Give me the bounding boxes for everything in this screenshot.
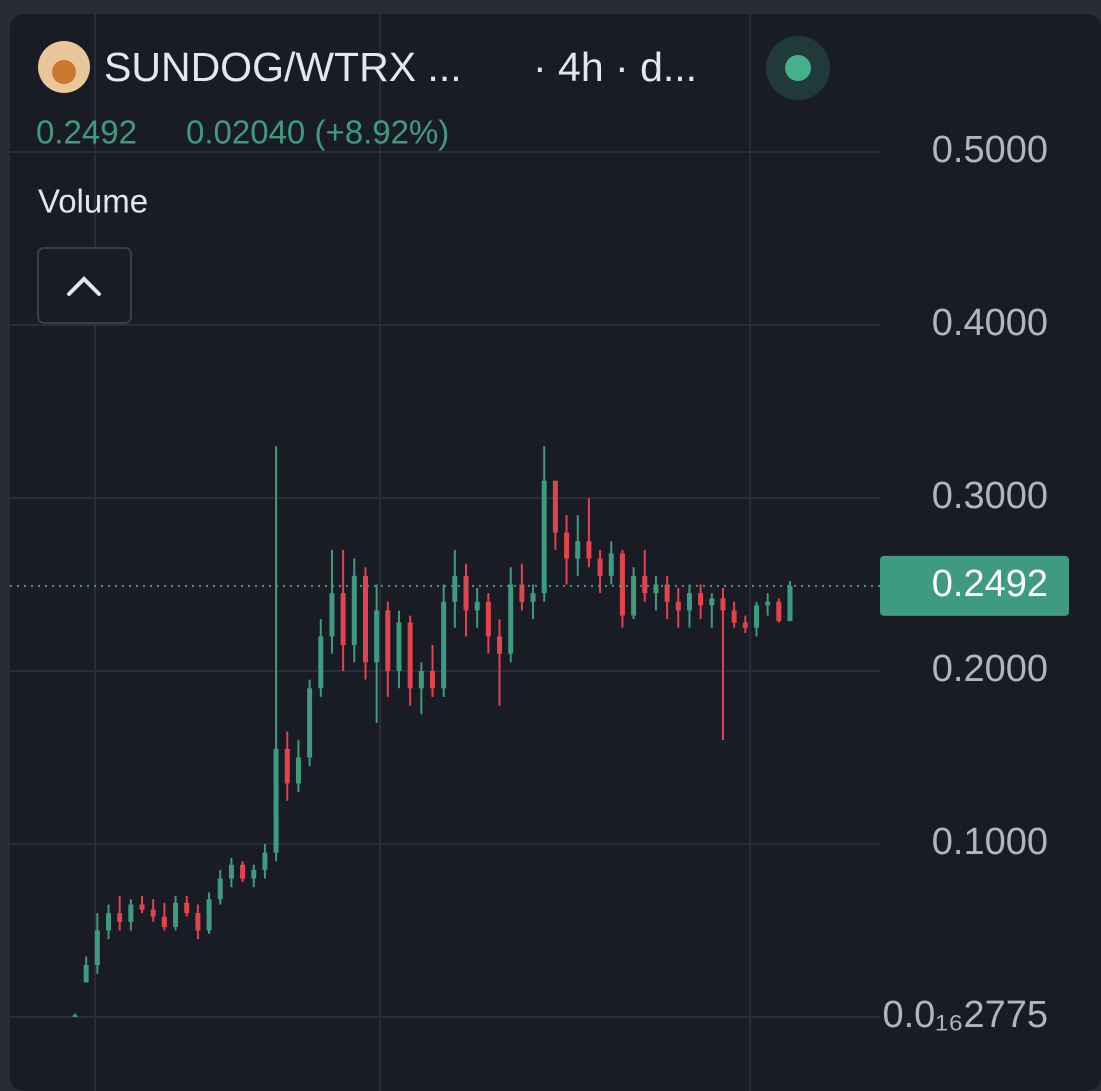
candle-body: [217, 878, 223, 900]
candle-body: [686, 593, 692, 611]
candle-body: [508, 584, 514, 654]
candle-body: [787, 585, 793, 622]
candle-body: [765, 601, 771, 606]
candle-body: [575, 541, 581, 559]
candle-body: [351, 575, 357, 646]
candle-body: [385, 610, 391, 671]
candle-body: [485, 601, 491, 637]
candle-body: [619, 553, 625, 616]
interval: · 4h · d...: [533, 44, 697, 90]
candle-body: [776, 601, 782, 622]
candle-body: [731, 610, 737, 623]
y-tick-label: 0.4000: [932, 302, 1048, 344]
candle-body: [273, 748, 279, 853]
candle-body: [608, 553, 614, 576]
candle-body: [720, 598, 726, 611]
candle-body: [228, 864, 234, 879]
token-icon-face: [52, 60, 76, 84]
candle-body: [94, 930, 100, 966]
candle-body: [742, 622, 748, 628]
candle-body: [418, 670, 424, 689]
candle-body: [161, 916, 167, 928]
candle-body: [519, 584, 525, 602]
candle-body: [564, 532, 570, 559]
candle-body: [497, 636, 503, 654]
candle-body: [206, 899, 212, 931]
header-price: 0.2492: [36, 114, 137, 151]
candle-body: [374, 610, 380, 663]
last-price-tag: [880, 555, 1069, 616]
candle-body: [173, 902, 179, 928]
candle-body: [251, 869, 257, 879]
candle-body: [284, 748, 290, 784]
candle-body: [340, 593, 346, 646]
candle-body: [631, 575, 637, 616]
y-tick-label: 0.5000: [932, 129, 1048, 171]
candle-body: [698, 593, 704, 606]
candle-body: [541, 480, 547, 594]
candle-body: [753, 605, 759, 628]
candle-body: [653, 584, 659, 594]
collapse-button[interactable]: [37, 247, 132, 324]
candle-body: [295, 757, 301, 784]
candle-body: [396, 622, 402, 671]
chevron-icon: [67, 276, 101, 296]
pair-title: SUNDOG/WTRX ...: [104, 44, 462, 90]
candle-body: [463, 575, 469, 611]
y-tick-label: 0.1000: [932, 821, 1048, 863]
candle-body: [597, 558, 603, 576]
candle-body: [362, 575, 368, 663]
candle-body: [709, 598, 715, 606]
candle-body: [430, 670, 435, 689]
candle-body: [106, 913, 112, 931]
candle-body: [318, 636, 324, 689]
candle-body: [83, 965, 89, 983]
candle-body: [664, 584, 670, 602]
indicator-label: Volume: [38, 183, 148, 220]
candle-body: [586, 541, 592, 559]
plot: [10, 446, 880, 1017]
candle-body: [552, 480, 558, 533]
candle-body: [195, 913, 201, 931]
header-change: 0.02040 (+8.92%): [186, 114, 449, 151]
candle-body: [530, 593, 536, 602]
candle-body: [128, 904, 134, 922]
y-tick-label: 0.2000: [932, 648, 1048, 690]
candle-body: [184, 902, 190, 914]
last-price-label: 0.2492: [932, 563, 1048, 605]
y-tick-label: 0.0₁₆2775: [882, 994, 1048, 1036]
candle-body: [307, 688, 313, 758]
candle-body: [474, 601, 480, 611]
y-tick-label: 0.3000: [932, 475, 1048, 517]
status-dot: [785, 55, 811, 81]
header: SUNDOG/WTRX ... · 4h · d... 0.2492 0.020…: [36, 36, 830, 324]
card: [10, 14, 1101, 1091]
candle-body: [329, 593, 335, 637]
candle-body: [117, 913, 123, 922]
candle-body: [150, 909, 156, 917]
candle-body: [139, 904, 145, 910]
candle-body: [262, 852, 268, 870]
candle-body: [240, 864, 246, 879]
candle-body: [452, 575, 458, 602]
candle-body: [441, 601, 447, 689]
candle-body: [407, 622, 413, 689]
candle-body: [72, 1015, 78, 1017]
candle-body: [642, 575, 648, 594]
candle-body: [675, 601, 681, 611]
